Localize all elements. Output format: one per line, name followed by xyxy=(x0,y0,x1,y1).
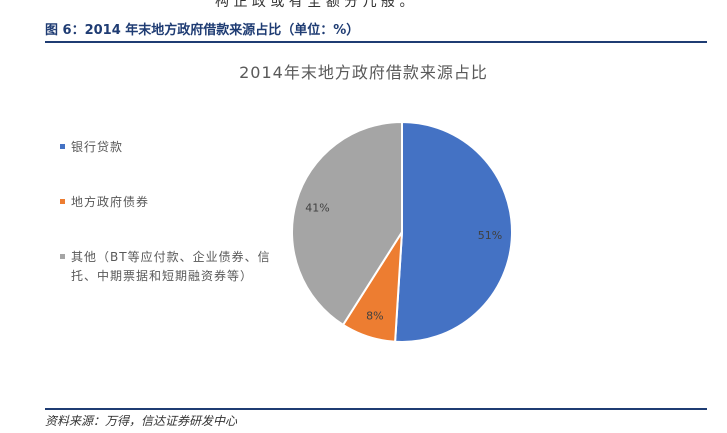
legend-swatch-bank-loans xyxy=(60,144,65,149)
legend-label-local-government-bonds: 地方政府债券 xyxy=(71,195,150,209)
legend-item-bank-loans: 银行贷款 xyxy=(60,138,286,157)
figure-caption: 图 6：2014 年末地方政府借款来源占比（单位：%） xyxy=(45,23,360,38)
pie-data-label-other: 41% xyxy=(305,201,329,214)
pie-data-label-local-government-bonds: 8% xyxy=(366,310,383,323)
pie-slice-other xyxy=(291,120,403,327)
source-note: 资料来源：万得，信达证券研发中心 xyxy=(45,414,238,428)
legend-label-other: 其他（BT等应付款、企业债券、信托、中期票据和短期融资券等） xyxy=(71,250,271,283)
legend-item-local-government-bonds: 地方政府债券 xyxy=(60,193,286,212)
legend-label-bank-loans: 银行贷款 xyxy=(71,140,124,154)
legend-swatch-local-government-bonds xyxy=(60,199,65,204)
bottom-divider xyxy=(45,408,707,410)
legend-item-other: 其他（BT等应付款、企业债券、信托、中期票据和短期融资券等） xyxy=(60,248,286,286)
legend-swatch-other xyxy=(60,254,65,259)
pie-slice-bank-loans xyxy=(394,120,513,343)
top-divider xyxy=(45,41,707,43)
chart-title: 2014年末地方政府借款来源占比 xyxy=(239,63,488,82)
top-cut-text: 构 正 政 或 有 全 额 分 几 般 。 xyxy=(215,0,414,10)
pie-data-label-bank-loans: 51% xyxy=(478,229,502,242)
